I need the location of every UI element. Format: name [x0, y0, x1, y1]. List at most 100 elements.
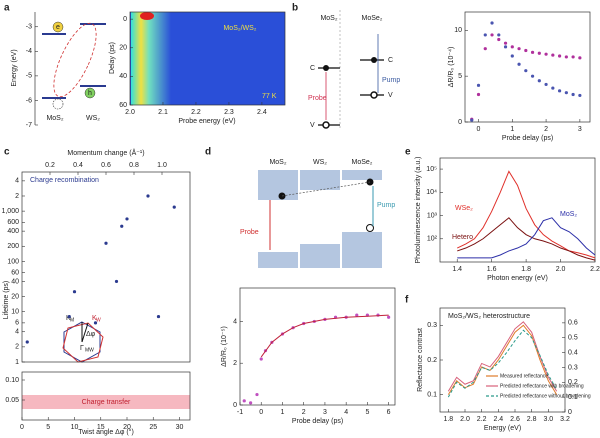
- y-tick-label: 5: [458, 73, 462, 80]
- x-tick-label: 2.0: [556, 266, 566, 273]
- data-point: [255, 392, 259, 397]
- x-tick-label: 3.0: [543, 416, 553, 423]
- inset-label: K: [66, 315, 71, 322]
- y-tick-label: 2: [15, 193, 19, 200]
- data-point: [564, 55, 568, 59]
- x-axis-label: Energy (eV): [484, 425, 521, 432]
- inset-label: MW: [85, 347, 94, 353]
- probe-label: Probe: [240, 229, 259, 236]
- band-label: C: [310, 65, 315, 72]
- panel-f-title: MoS₂/WS₂ heterostructure: [448, 313, 530, 320]
- x-tick-label: 1.8: [521, 266, 531, 273]
- y-axis-label: Lifetime (ps): [3, 281, 10, 320]
- data-point: [476, 83, 481, 87]
- data-point: [156, 314, 161, 319]
- sample-label: MoS₂/WS₂: [223, 25, 256, 32]
- inset-label: K: [92, 315, 97, 322]
- data-point: [537, 51, 541, 55]
- x-tick-label: 20: [123, 424, 131, 431]
- heatmap-peak: [140, 12, 154, 20]
- panel-letter: c: [4, 147, 10, 158]
- x-tick-label: 1.0: [157, 162, 167, 169]
- electron: e: [56, 24, 60, 31]
- y-tick-label: 400: [7, 228, 19, 235]
- legend-entry: Predicted reflectance with broadening: [500, 383, 584, 389]
- data-point: [503, 45, 508, 49]
- x-tick-label: 0: [259, 409, 263, 416]
- y-tick-label: 60: [119, 102, 127, 109]
- x-tick-label: 4: [344, 409, 348, 416]
- plot-frame: [439, 157, 596, 263]
- y-tick-label: -3: [26, 24, 32, 31]
- data-point: [72, 290, 77, 294]
- x-axis-label: Probe energy (eV): [178, 118, 235, 125]
- y-tick-label: 10⁵: [426, 166, 437, 173]
- legend-entry: Predicted reflectance without broadening: [500, 393, 591, 399]
- x-axis-label: Probe delay (ps): [502, 135, 553, 142]
- x-tick-label: 2.6: [510, 416, 520, 423]
- data-point: [146, 194, 150, 198]
- data-point: [510, 45, 514, 49]
- x-tick-label: 3.2: [560, 416, 570, 423]
- x-axis-label: Probe delay (ps): [292, 418, 343, 425]
- y-tick-label: 4: [233, 318, 237, 325]
- y-tick-label: 40: [11, 278, 19, 285]
- layer-label: WS₂: [313, 159, 327, 166]
- data-point: [530, 50, 535, 54]
- legend-entry: Measured reflectance: [500, 373, 548, 379]
- y-tick-label: 0.3: [568, 364, 578, 371]
- data-point: [172, 205, 176, 209]
- y-tick-label: 0.10: [5, 377, 19, 384]
- plot-frame: [21, 171, 191, 363]
- plot-frame: [239, 287, 396, 406]
- x-axis-label: Photon energy (eV): [487, 275, 548, 282]
- x-tick-label: 1: [281, 409, 285, 416]
- y-tick-label: 4: [15, 329, 19, 336]
- layer-label: MoS₂: [320, 15, 337, 22]
- x-tick-label: 1.4: [452, 266, 462, 273]
- y-tick-label: 40: [119, 73, 127, 80]
- y-tick-label: 6: [15, 320, 19, 327]
- x-tick-label: 2: [302, 409, 306, 416]
- y-tick-label: 10: [454, 27, 462, 34]
- x-tick-label: 6: [387, 409, 391, 416]
- data-point: [483, 47, 487, 51]
- y-tick-label: 0: [568, 409, 572, 416]
- heatmap-signal: [131, 12, 171, 105]
- x-tick-label: 2.1: [158, 109, 168, 116]
- y-tick-label: -4: [26, 48, 32, 55]
- data-point: [530, 74, 535, 78]
- x-tick-label: 30: [176, 424, 184, 431]
- y-axis-label: Delay (ps): [109, 42, 116, 74]
- series-line: [447, 321, 558, 392]
- y-tick-label: 20: [119, 45, 127, 52]
- y-tick-label: 10⁴: [426, 189, 437, 196]
- data-point: [490, 33, 494, 37]
- layer-label: MoS₂: [46, 115, 63, 122]
- y-tick-label: 20: [11, 293, 19, 300]
- data-point: [510, 54, 514, 58]
- data-point: [551, 86, 555, 90]
- data-point: [25, 340, 29, 344]
- y-tick-label: 0.2: [427, 357, 437, 364]
- inset-label: Γ: [80, 345, 84, 352]
- layer-label: WS₂: [86, 115, 100, 122]
- x-tick-label: 2.8: [527, 416, 537, 423]
- data-point: [93, 321, 98, 325]
- transfer-label: Charge transfer: [82, 399, 131, 406]
- inset-label: M: [70, 317, 74, 323]
- series-line: [457, 217, 596, 261]
- y-tick-label: 1,000: [1, 208, 19, 215]
- y-tick-label: 0: [458, 119, 462, 126]
- data-point: [476, 92, 481, 97]
- x-tick-label: 1.8: [443, 416, 453, 423]
- y-tick-label: 0.1: [568, 394, 578, 401]
- recombination-label: Charge recombination: [30, 177, 99, 184]
- data-point: [517, 62, 521, 66]
- series-line: [457, 217, 596, 259]
- y-tick-label: 0.1: [427, 392, 437, 399]
- panel-letter: e: [405, 147, 411, 158]
- band-label: V: [310, 122, 315, 129]
- data-point: [551, 53, 555, 57]
- x-tick-label: 0.8: [129, 162, 139, 169]
